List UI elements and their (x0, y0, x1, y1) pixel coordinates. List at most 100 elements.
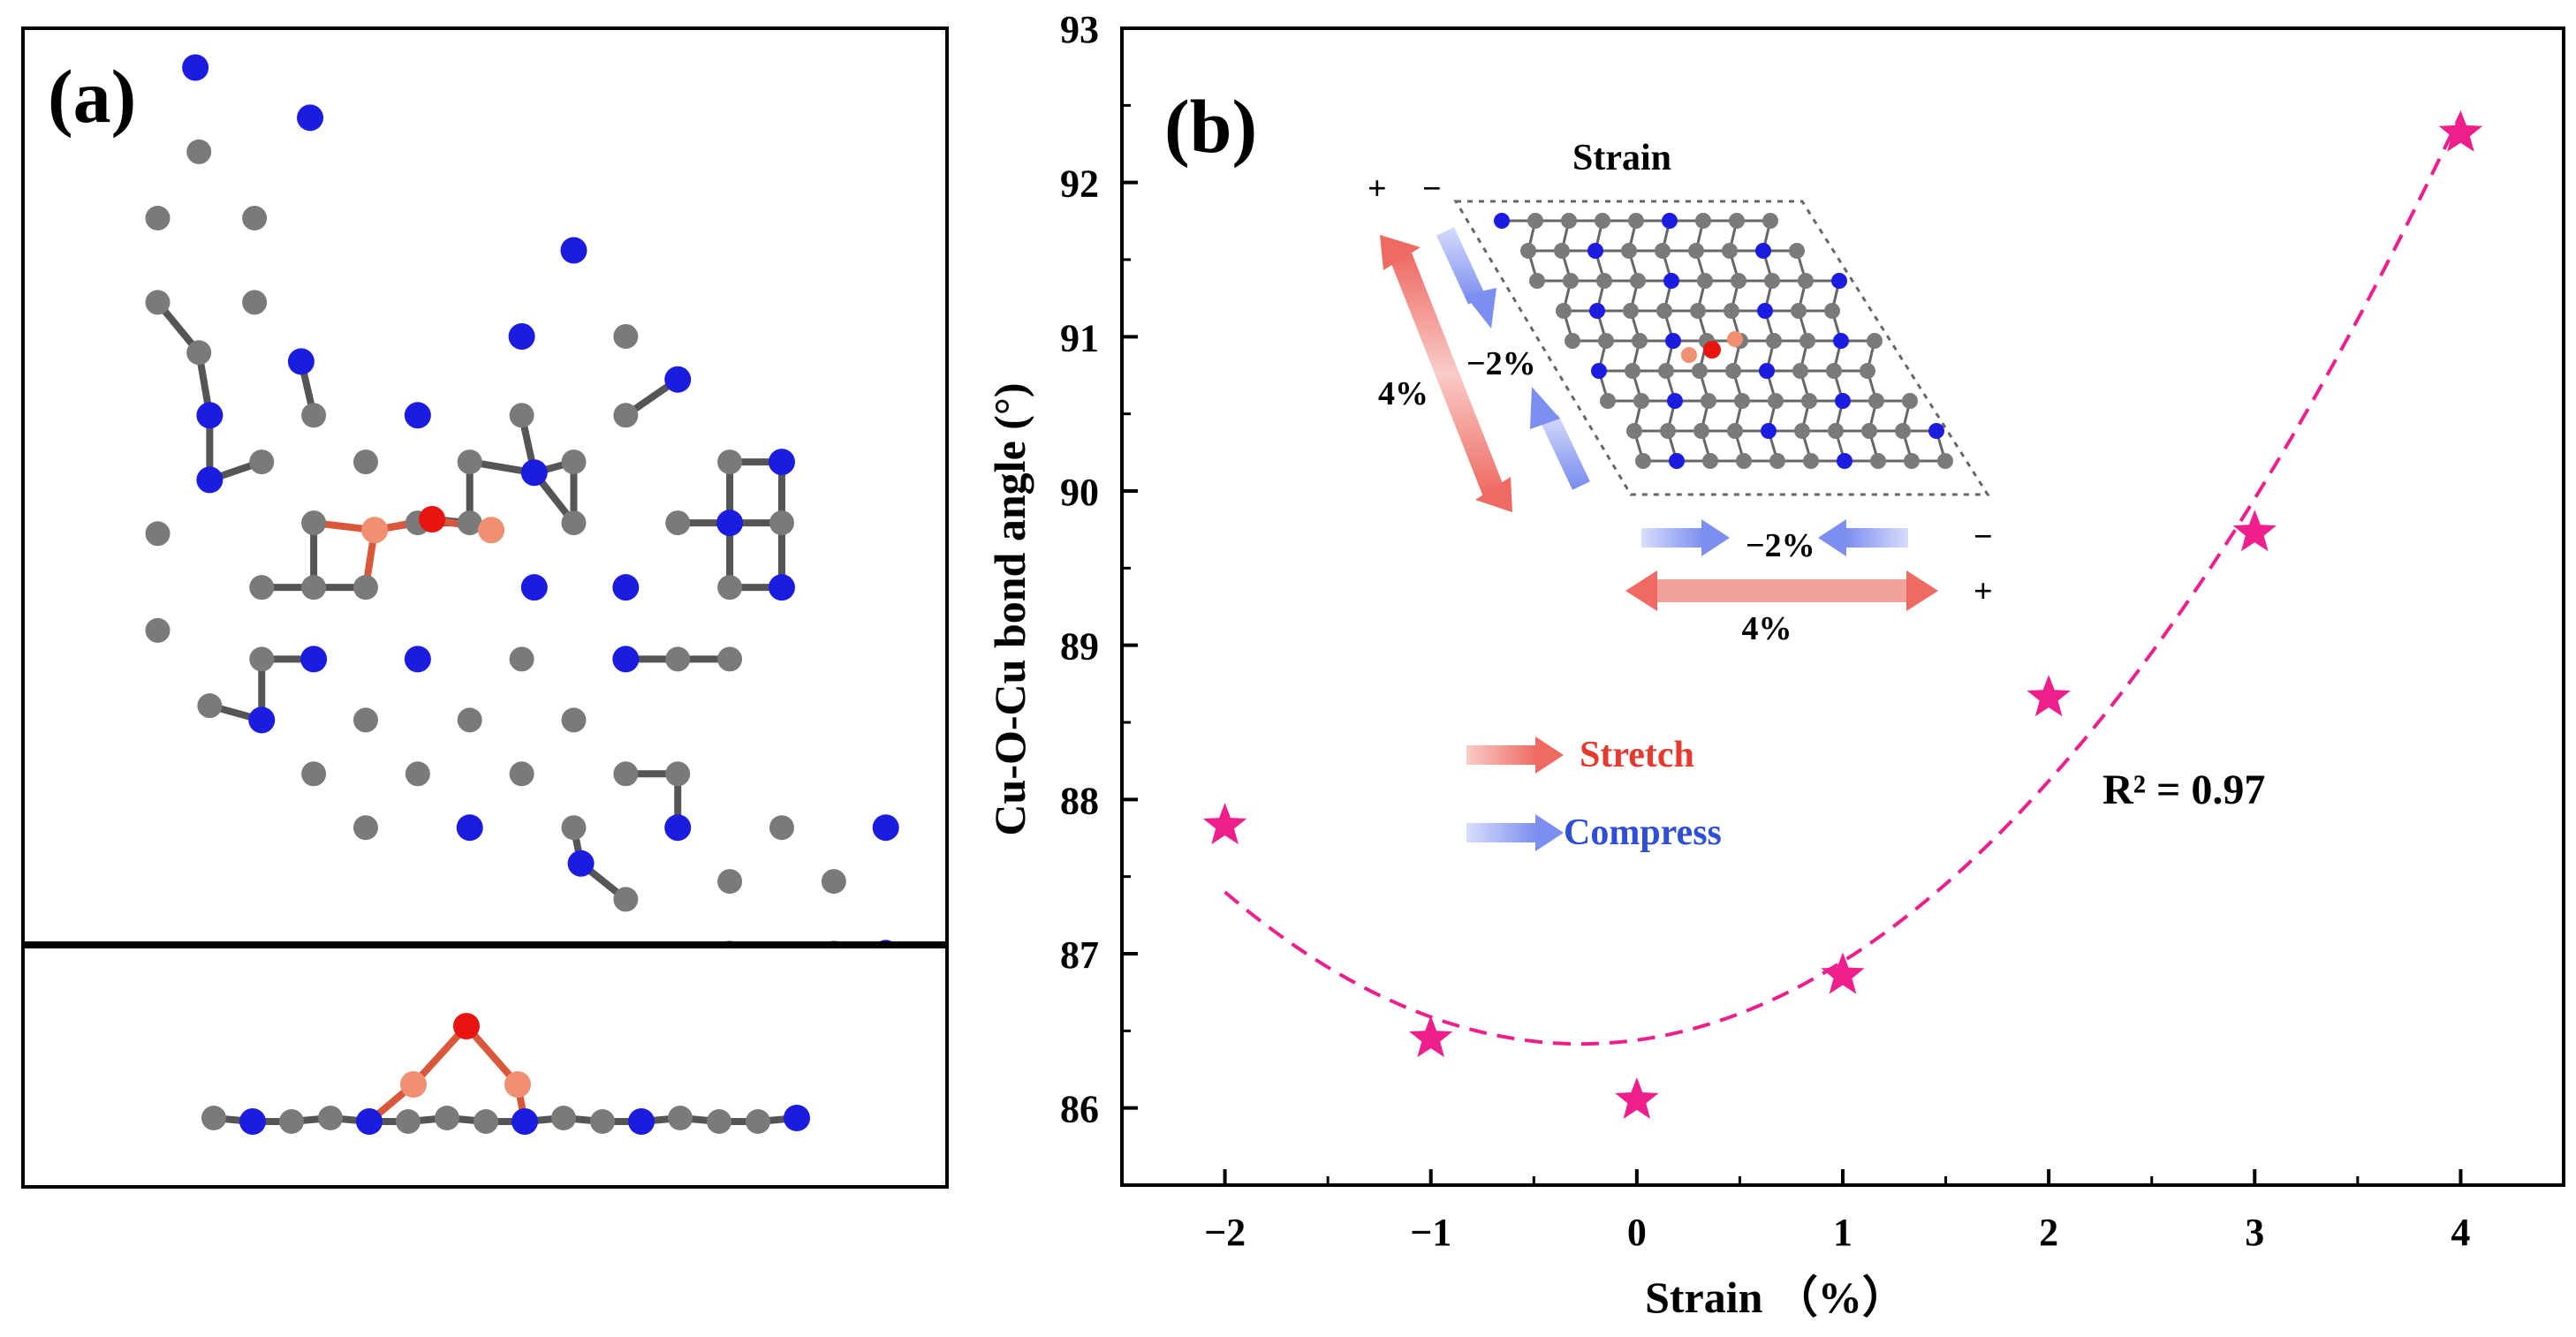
inset-carbon-atom (1868, 393, 1884, 409)
inset-carbon-atom (1722, 243, 1738, 259)
legend: Stretch Compress (1466, 735, 1722, 853)
oxygen-atom (419, 506, 446, 533)
inset-nitrogen-atom (1831, 273, 1847, 289)
plot-frame (1120, 26, 2565, 1187)
inset-nitrogen-atom (1761, 423, 1777, 439)
nitrogen-atom (567, 850, 595, 877)
carbon-atom (769, 510, 794, 536)
data-point-star (1409, 1016, 1453, 1058)
nitrogen-atom (356, 1108, 383, 1135)
nitrogen-atom (297, 104, 324, 132)
nitrogen-atom (196, 402, 224, 429)
nitrogen-atom (612, 646, 640, 673)
data-point-star (1202, 803, 1247, 845)
inset-carbon-atom (1798, 273, 1814, 289)
inset-carbon-atom (1697, 273, 1713, 289)
inset-carbon-atom (1693, 423, 1709, 439)
carbon-atom (145, 206, 170, 230)
carbon-atom (301, 510, 327, 536)
oxygen-atom (453, 1013, 480, 1039)
carbon-atom (353, 575, 378, 601)
carbon-atom (707, 1109, 731, 1134)
data-point-star (1821, 952, 1865, 994)
carbon-atom (405, 761, 430, 787)
carbon-atom (561, 707, 587, 733)
carbon-atom (249, 575, 275, 601)
carbon-atom (551, 1106, 576, 1130)
inset-carbon-atom (1729, 213, 1745, 229)
inset-carbon-atom (1860, 363, 1875, 379)
y-tick-label: 86 (1060, 1088, 1099, 1131)
nitrogen-atom (716, 510, 744, 537)
inset-carbon-atom (1769, 453, 1785, 469)
legend-stretch-arrow-icon (1466, 736, 1564, 774)
inset-carbon-atom (1789, 243, 1805, 259)
x-tick-label: −2 (1204, 1211, 1246, 1254)
carbon-atom (590, 1109, 615, 1134)
nitrogen-atom (404, 646, 431, 673)
nitrogen-atom (768, 449, 795, 476)
inset-carbon-atom (1632, 333, 1648, 349)
inset-minus-top: − (1422, 170, 1442, 208)
carbon-atom (561, 449, 587, 475)
inset-carbon-atom (1861, 423, 1877, 439)
carbon-atom (509, 646, 534, 672)
r2-annotation: R² = 0.97 (2102, 767, 2265, 813)
carbon-atom (145, 617, 170, 643)
inset-nitrogen-atom (1665, 333, 1681, 349)
horizontal-compress-arrow-icon (1641, 519, 1908, 556)
x-tick-label: 4 (2451, 1211, 2470, 1254)
inset-carbon-atom (1596, 273, 1612, 289)
nitrogen-atom (628, 1108, 655, 1135)
inset-carbon-atom (1826, 363, 1842, 379)
inset-carbon-atom (1799, 333, 1815, 349)
inset-diag-pos-label: 4% (1378, 375, 1428, 412)
carbon-atom (435, 1106, 459, 1130)
carbon-atom (353, 449, 378, 475)
inset-carbon-atom (1768, 393, 1784, 409)
inset-carbon-atom (1695, 213, 1711, 229)
inset-nitrogen-atom (1662, 213, 1678, 229)
x-tick-label: −1 (1410, 1211, 1451, 1254)
inset-copper-atom (1727, 331, 1743, 347)
carbon-atom (665, 646, 691, 672)
y-tick-label: 93 (1060, 8, 1099, 51)
data-point-star (2232, 510, 2277, 552)
axes: −2 −1 0 1 2 3 4 86 87 88 89 90 91 92 93 (1060, 8, 2565, 1254)
carbon-atom (769, 815, 794, 841)
nitrogen-atom (511, 1108, 538, 1135)
inset-carbon-atom (1895, 423, 1911, 439)
carbon-atom (301, 403, 327, 428)
diagonal-compress-arrow-icon (1436, 227, 1590, 490)
inset-carbon-atom (1688, 243, 1704, 259)
legend-stretch-label: Stretch (1580, 735, 1694, 775)
inset-carbon-atom (1792, 363, 1808, 379)
inset-carbon-atom (1626, 423, 1642, 439)
inset-carbon-atom (1635, 453, 1651, 469)
carbon-atom (186, 340, 212, 366)
inset-nitrogen-atom (1494, 213, 1510, 229)
copper-atom (400, 1071, 427, 1098)
x-tick-label: 1 (1833, 1211, 1852, 1254)
y-tick-label: 88 (1060, 779, 1099, 822)
inset-carbon-atom (1660, 423, 1676, 439)
carbon-atom (242, 206, 268, 230)
inset-carbon-atom (1561, 213, 1577, 229)
carbon-atom (279, 1109, 304, 1134)
inset-carbon-atom (1520, 243, 1536, 259)
nitrogen-atom (664, 814, 692, 842)
inset-nitrogen-atom (1591, 363, 1607, 379)
carbon-atom (746, 1109, 770, 1134)
molecule-top-view (145, 54, 899, 1020)
inset-plus-right: + (1974, 573, 1993, 610)
inset-nitrogen-atom (1759, 363, 1775, 379)
carbon-atom (301, 575, 327, 601)
carbon-atom (457, 449, 482, 475)
carbon-atom (197, 693, 223, 719)
data-point-star (1615, 1076, 1659, 1119)
inset-carbon-atom (1655, 243, 1671, 259)
molecule-side-view (201, 1013, 810, 1135)
carbon-atom (457, 707, 482, 733)
inset-carbon-atom (1600, 393, 1616, 409)
nitrogen-atom (456, 814, 483, 842)
